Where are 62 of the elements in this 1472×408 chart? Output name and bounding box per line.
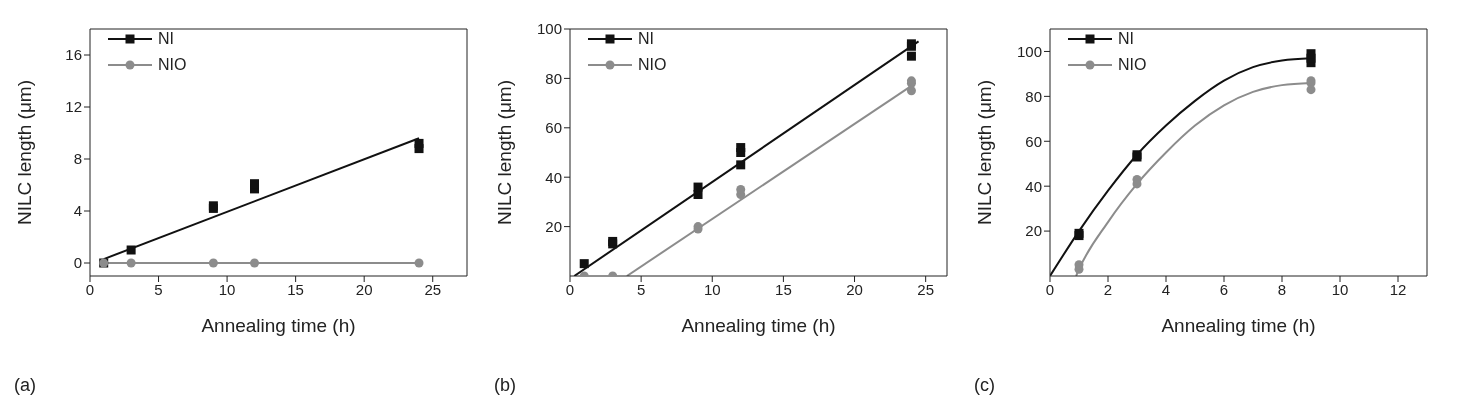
point <box>126 245 136 255</box>
x-tick-label: 5 <box>154 280 163 298</box>
x-tick-label: 15 <box>775 280 792 298</box>
x-tick-label: 10 <box>218 280 236 298</box>
x-tick-label: 4 <box>1161 280 1171 298</box>
y-axis-title: NILC length (μm) <box>13 79 35 226</box>
x-axis-title: Annealing time (h) <box>201 315 356 336</box>
point <box>736 143 746 153</box>
x-tick-label: 0 <box>85 280 95 298</box>
point <box>693 182 703 192</box>
legend-label: NI <box>638 30 654 48</box>
text: (c) <box>974 375 995 396</box>
y-tick-label: 8 <box>73 150 82 168</box>
point <box>906 51 916 61</box>
point <box>414 138 424 148</box>
point <box>414 258 424 268</box>
legend-label: NI <box>158 30 174 48</box>
x-tick-label: 8 <box>1277 280 1287 298</box>
y-tick-label: 20 <box>545 217 562 235</box>
point <box>208 258 218 268</box>
x-tick-label: 0 <box>1045 280 1055 298</box>
legend-label: NIO <box>638 56 667 74</box>
point <box>126 258 136 268</box>
y-tick-label: 40 <box>1025 177 1042 195</box>
x-axis-title: Annealing time (h) <box>1161 315 1316 336</box>
point <box>579 259 589 269</box>
y-axis-title: NILC length (μm) <box>973 79 995 226</box>
y-tick-label: 20 <box>1025 222 1042 240</box>
x-tick-label: 15 <box>287 280 304 298</box>
point <box>736 160 746 170</box>
y-tick-label: 60 <box>545 119 562 137</box>
y-tick-label: 0 <box>73 254 82 272</box>
x-tick-label: 10 <box>1331 280 1349 298</box>
y-tick-label: 80 <box>545 69 562 87</box>
legend-label: NI <box>1118 30 1134 48</box>
legend-label: NIO <box>1118 56 1147 74</box>
text: (a) <box>14 375 36 396</box>
y-tick-label: 12 <box>65 98 82 116</box>
x-axis-title: Annealing time (h) <box>681 315 836 336</box>
x-tick-label: 25 <box>917 280 934 298</box>
y-tick-label: 60 <box>1025 132 1042 150</box>
point <box>1306 49 1316 59</box>
x-tick-label: 6 <box>1219 280 1229 298</box>
y-tick-label: 4 <box>73 202 82 220</box>
point <box>906 86 916 96</box>
x-tick-label: 2 <box>1103 280 1113 298</box>
y-tick-label: 100 <box>1016 42 1042 60</box>
x-tick-label: 25 <box>424 280 442 298</box>
y-tick-label: 80 <box>1025 87 1042 105</box>
x-tick-label: 5 <box>636 280 646 298</box>
x-tick-label: 10 <box>703 280 721 298</box>
y-tick-label: 40 <box>545 168 562 186</box>
x-tick-label: 20 <box>355 280 373 298</box>
x-tick-label: 12 <box>1389 280 1407 298</box>
x-tick-label: 0 <box>565 280 575 298</box>
y-axis-title: NILC length (μm) <box>493 79 515 226</box>
x-tick-label: 20 <box>846 280 863 298</box>
legend-label: NIO <box>158 56 187 74</box>
text: (b) <box>494 375 516 396</box>
y-tick-label: 100 <box>536 20 562 38</box>
y-tick-label: 16 <box>65 46 82 64</box>
point <box>250 258 260 268</box>
